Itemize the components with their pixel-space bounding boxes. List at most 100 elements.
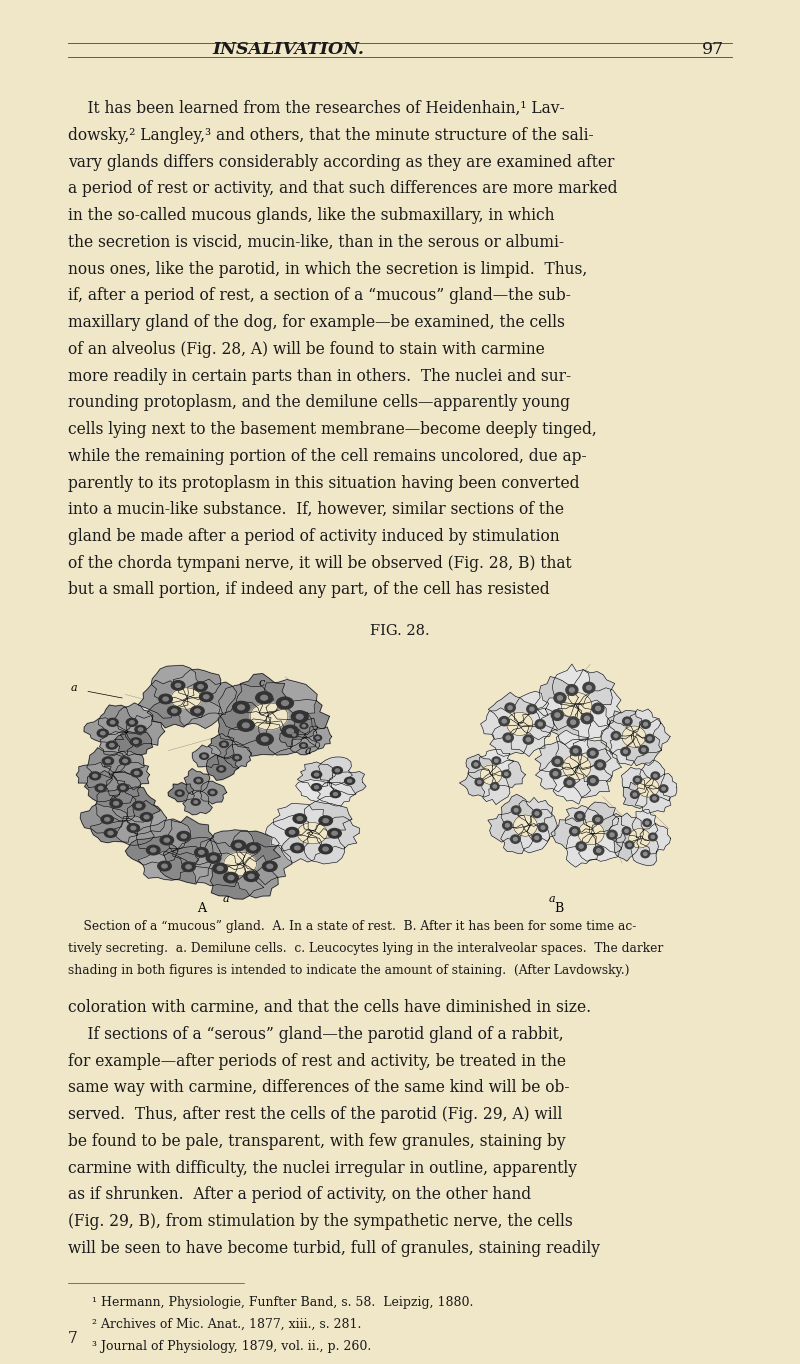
- Circle shape: [642, 747, 646, 752]
- Circle shape: [175, 683, 181, 687]
- Text: dowsky,² Langley,³ and others, that the minute structure of the sali-: dowsky,² Langley,³ and others, that the …: [68, 127, 594, 145]
- Circle shape: [576, 842, 586, 851]
- Polygon shape: [535, 758, 580, 792]
- Text: FIG. 28.: FIG. 28.: [370, 625, 430, 638]
- Polygon shape: [99, 731, 135, 757]
- Circle shape: [267, 865, 273, 869]
- Polygon shape: [638, 777, 659, 797]
- Circle shape: [171, 709, 177, 713]
- Circle shape: [261, 696, 267, 700]
- Circle shape: [502, 771, 510, 777]
- Polygon shape: [218, 702, 271, 745]
- Polygon shape: [566, 831, 598, 868]
- Circle shape: [570, 687, 574, 692]
- Circle shape: [277, 697, 294, 709]
- Polygon shape: [640, 760, 665, 788]
- Polygon shape: [466, 754, 492, 779]
- Circle shape: [302, 745, 305, 746]
- Circle shape: [222, 743, 226, 746]
- Polygon shape: [218, 683, 274, 730]
- Polygon shape: [115, 731, 153, 756]
- Polygon shape: [307, 817, 359, 850]
- Polygon shape: [232, 831, 281, 873]
- Circle shape: [286, 828, 299, 837]
- Text: as if shrunken.  After a period of activity, on the other hand: as if shrunken. After a period of activi…: [68, 1187, 531, 1203]
- Polygon shape: [480, 765, 502, 784]
- Circle shape: [106, 741, 118, 749]
- Text: parently to its protoplasm in this situation having been converted: parently to its protoplasm in this situa…: [68, 475, 579, 491]
- Polygon shape: [304, 828, 345, 863]
- Polygon shape: [258, 708, 317, 756]
- Text: will be seen to have become turbid, full of granules, staining readily: will be seen to have become turbid, full…: [68, 1240, 600, 1256]
- Polygon shape: [514, 814, 538, 836]
- Circle shape: [646, 821, 649, 824]
- Circle shape: [224, 873, 238, 883]
- Circle shape: [235, 843, 242, 847]
- Circle shape: [182, 862, 195, 872]
- Circle shape: [502, 821, 512, 829]
- Circle shape: [213, 863, 227, 873]
- Circle shape: [194, 682, 207, 692]
- Circle shape: [194, 777, 203, 784]
- Circle shape: [494, 760, 498, 762]
- Polygon shape: [224, 745, 252, 768]
- Circle shape: [514, 837, 518, 840]
- Polygon shape: [459, 769, 497, 797]
- Circle shape: [203, 694, 209, 698]
- Circle shape: [123, 760, 127, 762]
- Circle shape: [296, 715, 303, 719]
- Circle shape: [611, 731, 621, 739]
- Circle shape: [578, 814, 582, 818]
- Circle shape: [555, 713, 560, 717]
- Circle shape: [108, 831, 113, 835]
- Circle shape: [508, 705, 512, 709]
- Polygon shape: [85, 771, 125, 802]
- Text: served.  Thus, after rest the cells of the parotid (Fig. 29, A) will: served. Thus, after rest the cells of th…: [68, 1106, 562, 1123]
- Circle shape: [538, 723, 542, 726]
- Polygon shape: [330, 772, 366, 795]
- Circle shape: [150, 848, 156, 852]
- Circle shape: [622, 717, 632, 726]
- Circle shape: [106, 760, 110, 762]
- Circle shape: [178, 792, 182, 794]
- Text: the secretion is viscid, mucin-like, than in the serous or albumi-: the secretion is viscid, mucin-like, tha…: [68, 233, 564, 251]
- Text: of an alveolus (Fig. 28, A) will be found to stain with carmine: of an alveolus (Fig. 28, A) will be foun…: [68, 341, 545, 357]
- Circle shape: [199, 692, 213, 701]
- Polygon shape: [488, 693, 531, 726]
- Polygon shape: [259, 679, 317, 720]
- Circle shape: [300, 723, 308, 728]
- Polygon shape: [183, 679, 237, 717]
- Circle shape: [492, 757, 501, 764]
- Circle shape: [506, 735, 510, 739]
- Polygon shape: [86, 747, 126, 779]
- Polygon shape: [106, 771, 140, 803]
- Polygon shape: [635, 787, 671, 813]
- Text: 97: 97: [702, 41, 724, 59]
- Circle shape: [570, 746, 582, 756]
- Circle shape: [110, 720, 115, 724]
- Circle shape: [291, 711, 308, 723]
- Text: If sections of a “serous” gland—the parotid gland of a rabbit,: If sections of a “serous” gland—the paro…: [68, 1026, 564, 1043]
- Text: 7: 7: [68, 1330, 78, 1346]
- Polygon shape: [518, 798, 553, 827]
- Circle shape: [573, 829, 577, 833]
- Circle shape: [502, 719, 506, 723]
- Circle shape: [583, 682, 595, 693]
- Circle shape: [217, 866, 223, 870]
- Polygon shape: [266, 814, 313, 851]
- Circle shape: [210, 857, 217, 861]
- Circle shape: [587, 776, 598, 786]
- Polygon shape: [147, 697, 204, 728]
- Text: A: A: [197, 902, 206, 915]
- Circle shape: [163, 697, 168, 701]
- Circle shape: [335, 769, 339, 772]
- Circle shape: [311, 784, 322, 791]
- Polygon shape: [167, 817, 214, 855]
- Circle shape: [90, 772, 101, 780]
- Circle shape: [208, 790, 217, 795]
- Circle shape: [262, 737, 268, 742]
- Circle shape: [256, 734, 274, 745]
- Text: a: a: [305, 746, 312, 757]
- Circle shape: [503, 732, 514, 742]
- Polygon shape: [316, 783, 356, 806]
